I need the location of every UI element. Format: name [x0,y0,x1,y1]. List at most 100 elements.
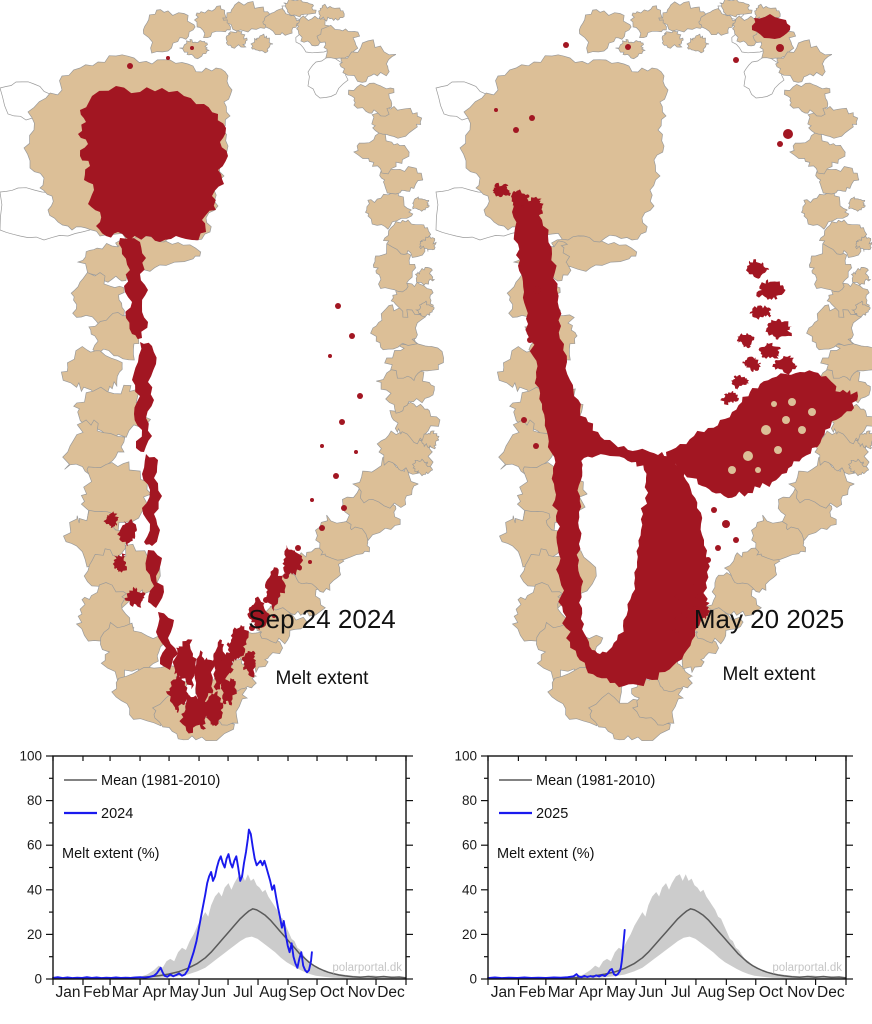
melt-speck [283,573,289,579]
map-caption: Melt extent [276,668,370,689]
x-axis-month-label: Feb [519,984,546,1001]
y-axis-tick-label: 0 [469,972,477,987]
land-speck [761,425,771,435]
land-speck [788,398,796,406]
land-speck [782,416,790,424]
x-axis-month-label: Oct [320,984,345,1001]
melt-patch [746,259,770,279]
y-axis-tick-label: 60 [462,838,477,853]
legend-mean-label: Mean (1981-2010) [101,773,220,789]
y-axis-tick-label: 100 [19,749,42,764]
year-line [487,928,626,980]
map-caption: Melt extent [723,664,817,685]
map-sep-24-2024: Sep 24 2024 Melt extent [0,0,444,742]
melt-region-northeast-corner [751,14,791,39]
y-axis-tick-label: 80 [462,793,477,808]
y-axis-tick-label: 20 [27,927,42,942]
melt-patch [179,694,209,734]
melt-patch [736,333,755,349]
land-speck [774,446,782,454]
x-axis-month-label: Aug [259,984,287,1001]
land-speck [808,408,816,416]
melt-speck [272,614,276,618]
melt-strip-west-margin [145,550,164,608]
map-date-label: Sep 24 2024 [248,604,395,634]
x-axis-month-label: Jul [671,984,691,1001]
melt-speck [783,129,793,139]
x-axis-month-label: Oct [759,984,784,1001]
legend-year-label: 2024 [101,806,133,822]
x-axis-month-label: Dec [817,984,845,1001]
melt-extent-chart-2025: Jan Feb Mar Apr May Jun Jul Aug Sep Oct Nov Dec 0 20 4… [454,749,853,1001]
melt-patch [112,553,127,573]
melt-speck [722,520,730,528]
melt-patch [117,519,137,547]
y-axis-tick-label: 0 [34,972,42,987]
melt-region-northwest [78,86,228,242]
mean-line [53,908,407,980]
map-may-20-2025: May 20 2025 Melt extent [435,0,872,742]
melt-speck [166,56,170,60]
melt-speck [527,337,533,343]
melt-speck [705,557,711,563]
melt-patch [758,342,781,359]
melt-speck [335,303,341,309]
melt-strip-west-margin [132,342,157,452]
melt-patch [204,691,224,727]
melt-speck [711,507,717,513]
melt-speck [533,286,541,294]
melt-speck [310,498,314,502]
melt-patch [228,625,249,658]
melt-speck [127,63,133,69]
watermark: polarportal.dk [332,962,402,974]
melt-patch [765,318,792,340]
land-speck [743,451,753,461]
melt-patch [511,189,530,206]
melt-patch [172,639,197,690]
x-axis-month-label: Jan [491,984,516,1001]
melt-speck [354,450,358,454]
melt-speck [733,57,739,63]
melt-speck [777,141,783,147]
melt-extent-chart-2024: Jan Feb Mar Apr May Jun Jul Aug Sep Oct Nov Dec 0 20 4… [19,749,413,1001]
melt-speck [521,417,527,423]
y-axis-title: Melt extent (%) [62,846,160,862]
melt-speck [190,46,194,50]
map-date-label: May 20 2025 [694,604,844,634]
watermark: polarportal.dk [772,962,842,974]
x-axis-month-label: Jun [201,984,226,1001]
melt-patch [194,650,215,713]
year-line [52,828,313,980]
melt-speck [715,545,721,551]
melt-speck [263,597,269,603]
legend-year-label: 2025 [536,806,568,822]
x-axis-month-label: Nov [348,984,376,1001]
x-axis-month-label: Apr [142,984,166,1001]
land-speck [771,401,777,407]
melt-patch [662,629,681,650]
melt-speck [341,505,347,511]
std-dev-band [576,874,846,979]
melt-speck [249,625,255,631]
y-axis-tick-label: 80 [27,793,42,808]
melt-speck [563,42,569,48]
melt-patch [772,355,798,375]
melt-speck [333,473,339,479]
melt-region-southeast-coast [666,370,858,499]
melt-extent-overlay-2025 [492,14,858,688]
melt-speck [319,525,325,531]
x-axis-month-label: Dec [377,984,405,1001]
melt-patch [124,586,146,608]
x-axis-month-label: May [606,984,636,1001]
x-axis-month-label: Mar [112,984,139,1001]
x-axis-month-label: Jan [55,984,80,1001]
melt-band-west-and-south [512,196,710,688]
melt-speck [328,354,332,358]
x-axis-month-label: Mar [548,984,575,1001]
melt-speck [776,44,784,52]
melt-speck [529,115,535,121]
y-axis-tick-label: 40 [27,882,42,897]
y-axis-tick-label: 100 [454,749,477,764]
x-axis-month-label: Jun [638,984,663,1001]
